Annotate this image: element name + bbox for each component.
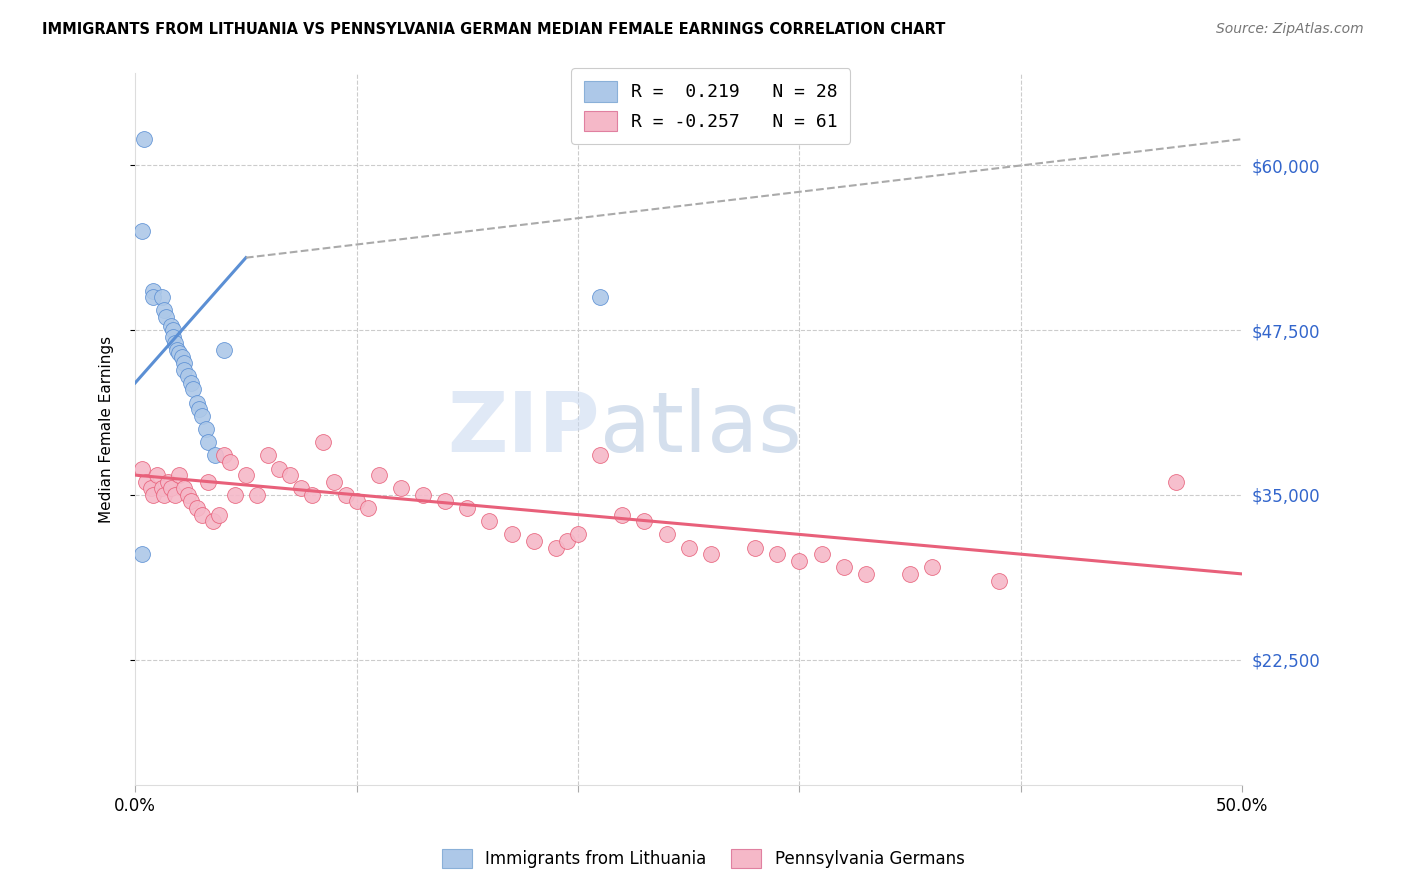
Point xyxy=(177,369,200,384)
Legend: Immigrants from Lithuania, Pennsylvania Germans: Immigrants from Lithuania, Pennsylvania … xyxy=(434,842,972,875)
Point xyxy=(744,541,766,555)
Point xyxy=(142,488,165,502)
Point xyxy=(412,488,434,502)
Point xyxy=(456,501,478,516)
Text: Source: ZipAtlas.com: Source: ZipAtlas.com xyxy=(1216,22,1364,37)
Point xyxy=(987,574,1010,588)
Point xyxy=(567,527,589,541)
Text: ZIP: ZIP xyxy=(447,389,600,469)
Point xyxy=(301,488,323,502)
Point xyxy=(162,323,184,337)
Point xyxy=(212,343,235,357)
Point xyxy=(312,435,335,450)
Point xyxy=(150,481,173,495)
Point xyxy=(389,481,412,495)
Point xyxy=(921,560,943,574)
Point xyxy=(478,514,501,528)
Point xyxy=(166,343,188,357)
Point xyxy=(173,356,195,370)
Point xyxy=(146,468,169,483)
Legend: R =  0.219   N = 28, R = -0.257   N = 61: R = 0.219 N = 28, R = -0.257 N = 61 xyxy=(571,68,851,144)
Point xyxy=(335,488,357,502)
Point xyxy=(357,501,380,516)
Point xyxy=(204,448,226,462)
Point xyxy=(197,475,219,489)
Point xyxy=(135,475,157,489)
Point xyxy=(700,547,723,561)
Point xyxy=(169,468,191,483)
Point xyxy=(177,488,200,502)
Point xyxy=(832,560,855,574)
Point xyxy=(186,395,208,409)
Point xyxy=(257,448,280,462)
Point xyxy=(589,290,612,304)
Point xyxy=(157,475,180,489)
Point xyxy=(212,448,235,462)
Point xyxy=(190,508,212,522)
Point xyxy=(678,541,700,555)
Point xyxy=(855,566,877,581)
Point xyxy=(180,494,202,508)
Point xyxy=(555,533,578,548)
Point xyxy=(201,514,224,528)
Point xyxy=(131,461,153,475)
Point xyxy=(170,350,193,364)
Point xyxy=(131,547,153,561)
Point xyxy=(142,290,165,304)
Point xyxy=(169,345,191,359)
Point xyxy=(186,501,208,516)
Point xyxy=(246,488,269,502)
Point xyxy=(612,508,634,522)
Point xyxy=(180,376,202,390)
Point xyxy=(163,336,186,351)
Point xyxy=(208,508,231,522)
Point xyxy=(501,527,523,541)
Point xyxy=(163,488,186,502)
Point xyxy=(589,448,612,462)
Point xyxy=(434,494,457,508)
Point xyxy=(323,475,346,489)
Point xyxy=(290,481,312,495)
Point xyxy=(523,533,546,548)
Point xyxy=(159,319,181,334)
Point xyxy=(766,547,789,561)
Point xyxy=(633,514,655,528)
Point xyxy=(219,455,242,469)
Point xyxy=(188,402,211,417)
Point xyxy=(132,132,155,146)
Point xyxy=(269,461,291,475)
Point xyxy=(1164,475,1187,489)
Point xyxy=(235,468,257,483)
Point xyxy=(367,468,389,483)
Y-axis label: Median Female Earnings: Median Female Earnings xyxy=(100,335,114,523)
Point xyxy=(224,488,246,502)
Point xyxy=(142,284,165,298)
Point xyxy=(898,566,921,581)
Point xyxy=(153,303,176,318)
Point xyxy=(197,435,219,450)
Point xyxy=(278,468,301,483)
Point xyxy=(810,547,832,561)
Point xyxy=(150,290,173,304)
Point xyxy=(131,224,153,238)
Point xyxy=(155,310,177,324)
Point xyxy=(153,488,176,502)
Point xyxy=(789,554,811,568)
Point xyxy=(544,541,567,555)
Point xyxy=(139,481,162,495)
Text: IMMIGRANTS FROM LITHUANIA VS PENNSYLVANIA GERMAN MEDIAN FEMALE EARNINGS CORRELAT: IMMIGRANTS FROM LITHUANIA VS PENNSYLVANI… xyxy=(42,22,946,37)
Point xyxy=(181,383,204,397)
Text: atlas: atlas xyxy=(600,389,801,469)
Point xyxy=(346,494,368,508)
Point xyxy=(655,527,678,541)
Point xyxy=(190,409,212,423)
Point xyxy=(195,422,218,436)
Point xyxy=(162,330,184,344)
Point xyxy=(159,481,181,495)
Point xyxy=(173,481,195,495)
Point xyxy=(173,362,195,376)
